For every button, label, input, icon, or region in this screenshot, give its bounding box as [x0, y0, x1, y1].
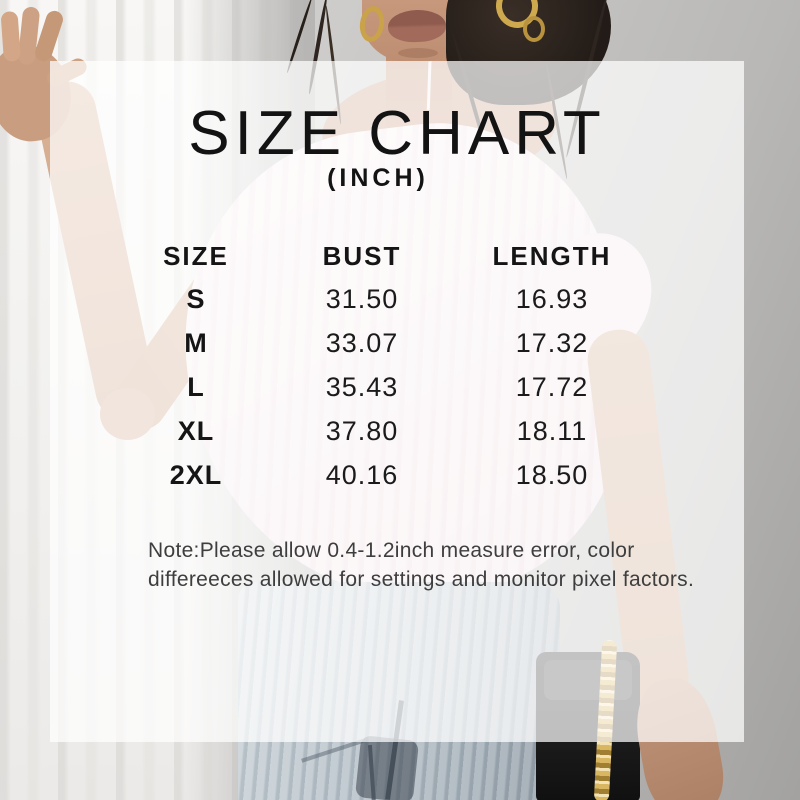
size-cell: 2XL [169, 459, 223, 490]
table-row: S 31.50 16.93 [115, 277, 657, 321]
table-row: M 33.07 17.32 [115, 321, 657, 365]
table-row: 2XL 40.16 18.50 [115, 453, 657, 497]
length-cell: 18.50 [515, 459, 589, 490]
measure-note: Note:Please allow 0.4-1.2inch measure er… [148, 536, 723, 594]
chin-shadow [398, 48, 438, 58]
bust-cell: 31.50 [325, 283, 399, 314]
unit-label: (INCH) [327, 164, 429, 192]
length-cell: 18.11 [516, 415, 588, 446]
table-header-row: SIZE BUST LENGTH [115, 238, 657, 274]
size-cell: S [186, 283, 206, 314]
bust-cell: 37.80 [325, 415, 399, 446]
jeans-shadow [354, 735, 420, 800]
length-cell: 17.72 [515, 371, 589, 402]
length-cell: 17.32 [515, 327, 589, 358]
col-header-bust: BUST [322, 240, 402, 271]
size-cell: XL [177, 415, 215, 446]
bust-cell: 33.07 [325, 327, 399, 358]
bust-cell: 40.16 [325, 459, 399, 490]
length-cell: 16.93 [515, 283, 589, 314]
overlay-panel [50, 61, 744, 742]
table-row: XL 37.80 18.11 [115, 409, 657, 453]
size-table: SIZE BUST LENGTH S 31.50 16.93 M 33.07 1… [115, 238, 657, 497]
size-cell: M [184, 327, 208, 358]
note-line-1: Note:Please allow 0.4-1.2inch measure er… [148, 539, 635, 562]
col-header-length: LENGTH [492, 240, 612, 271]
bust-cell: 35.43 [325, 371, 399, 402]
page-title: SIZE CHART [188, 99, 606, 168]
table-row: L 35.43 17.72 [115, 365, 657, 409]
gold-hoop-earring-right-small [523, 16, 545, 42]
col-header-size: SIZE [163, 240, 229, 271]
size-cell: L [187, 371, 205, 402]
note-line-2: differeeces allowed for settings and mon… [148, 568, 695, 591]
hand-finger [0, 10, 21, 62]
